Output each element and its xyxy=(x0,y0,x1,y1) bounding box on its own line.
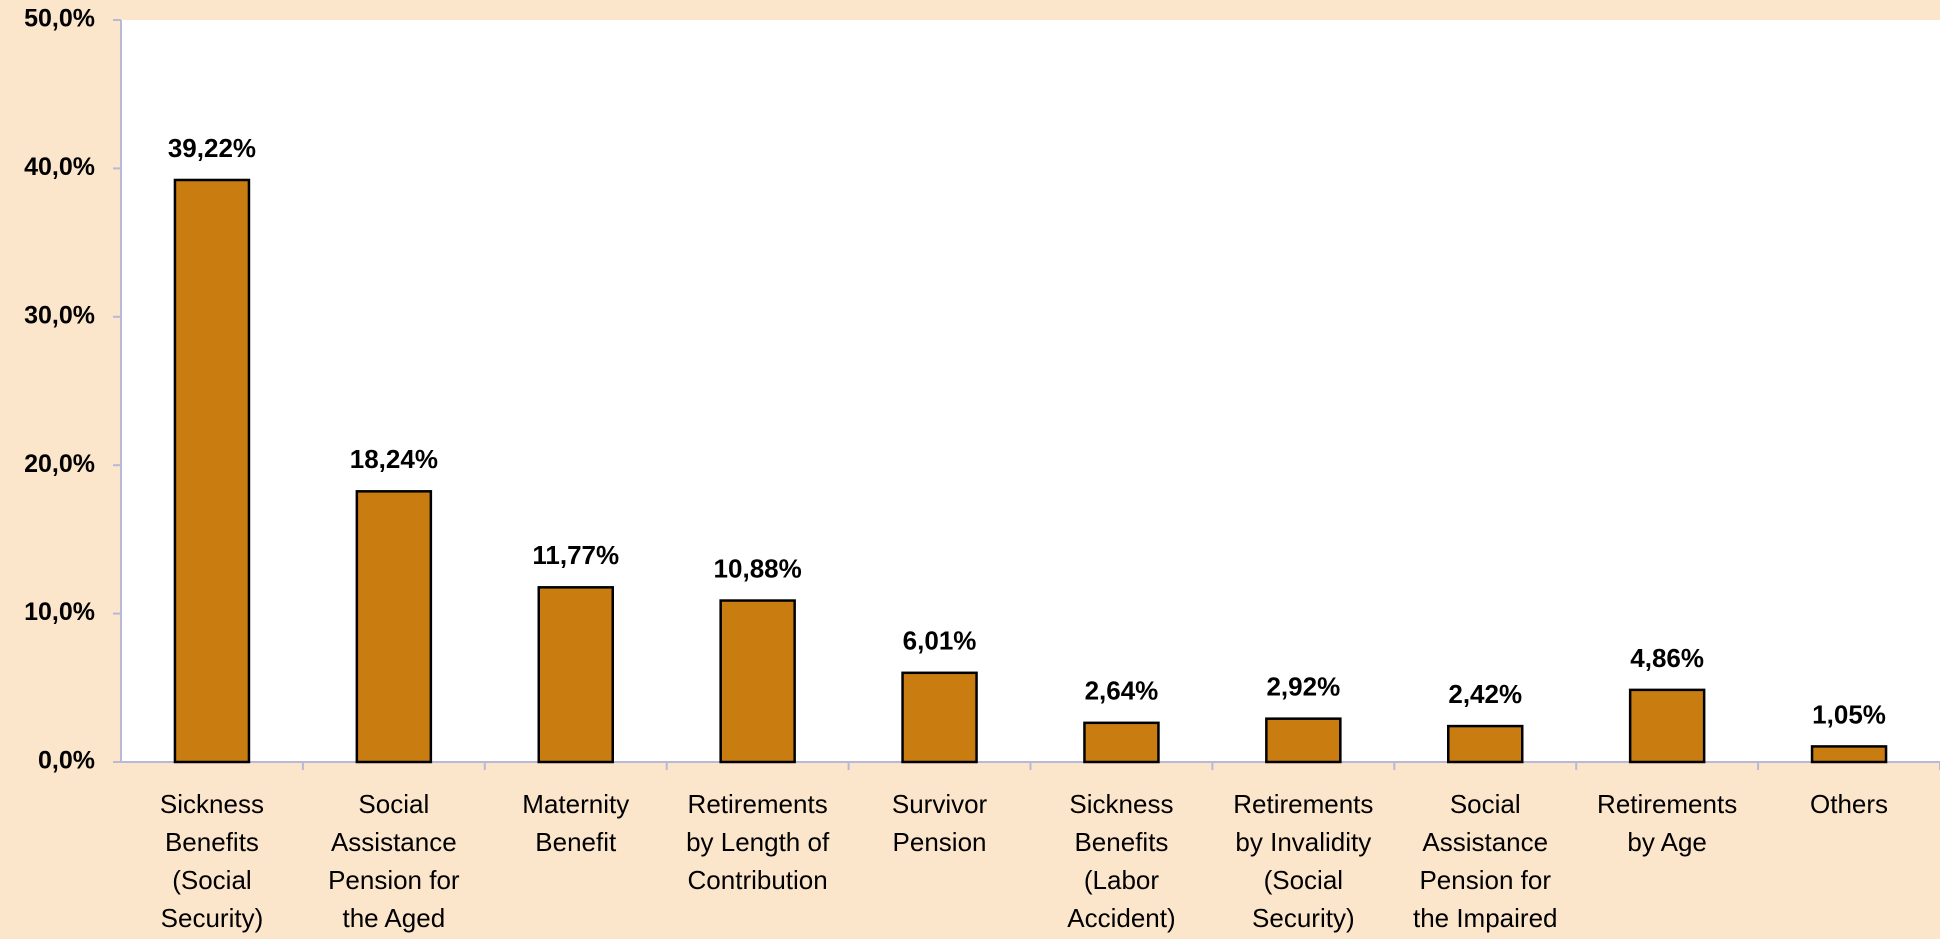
bar xyxy=(1810,745,1888,764)
bar xyxy=(1628,688,1706,764)
bar xyxy=(901,671,978,764)
value-label: 2,92% xyxy=(1266,672,1340,702)
x-tick-label: Social Assistance Pension for the Impair… xyxy=(1412,789,1558,933)
bar xyxy=(1447,724,1524,764)
x-tick-label: Maternity Benefit xyxy=(522,789,630,857)
x-tick-label: Social Assistance Pension for the Aged xyxy=(328,789,460,933)
bar xyxy=(355,490,433,764)
x-tick-label: Others xyxy=(1810,789,1889,819)
bar xyxy=(537,586,614,764)
value-label: 39,22% xyxy=(168,133,256,163)
y-tick-label: 50,0% xyxy=(24,5,95,33)
bar xyxy=(719,599,796,764)
value-label: 11,77% xyxy=(532,540,619,570)
x-tick-label: Retirements by Age xyxy=(1597,789,1738,857)
value-label: 2,42% xyxy=(1448,679,1522,709)
x-tick-label: Retirements by Length of Contribution xyxy=(686,789,830,895)
value-label: 4,86% xyxy=(1630,643,1704,673)
value-label: 6,01% xyxy=(903,626,977,656)
x-tick-label: Survivor Pension xyxy=(891,789,988,857)
y-tick-label: 10,0% xyxy=(24,598,95,626)
bar xyxy=(1083,721,1160,764)
value-label: 1,05% xyxy=(1812,699,1886,729)
x-tick-label: Sickness Benefits (Labor Accident) xyxy=(1067,789,1176,933)
y-tick-label: 30,0% xyxy=(24,301,95,329)
y-tick-label: 40,0% xyxy=(24,153,95,181)
bar xyxy=(173,178,251,764)
y-tick-label: 0,0% xyxy=(38,747,95,775)
y-tick-label: 20,0% xyxy=(24,450,95,478)
value-label: 18,24% xyxy=(350,444,438,474)
value-label: 2,64% xyxy=(1085,676,1159,706)
x-tick-label: Retirements by Invalidity (Social Securi… xyxy=(1233,789,1374,933)
x-tick-label: Sickness Benefits (Social Security) xyxy=(159,789,264,933)
value-label: 10,88% xyxy=(714,553,802,583)
bar xyxy=(1265,717,1342,764)
